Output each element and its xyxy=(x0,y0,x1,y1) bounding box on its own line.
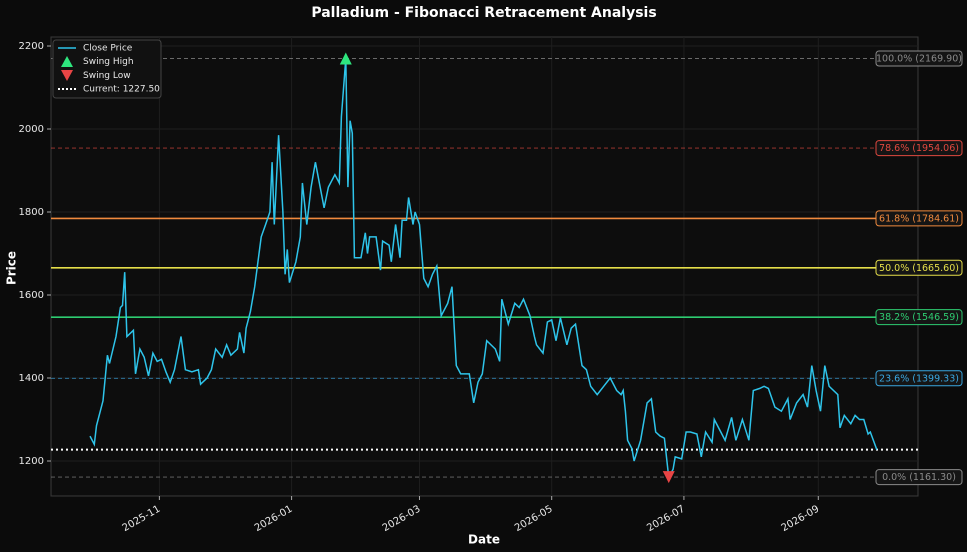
legend-label: Swing Low xyxy=(83,71,131,81)
swing-high-marker xyxy=(339,52,352,65)
chart-title: Palladium - Fibonacci Retracement Analys… xyxy=(311,5,656,21)
fib-level-label: 23.6% (1399.33) xyxy=(879,373,959,384)
fib-label-box xyxy=(875,210,963,227)
legend-swatch xyxy=(61,56,73,67)
fib-label-box xyxy=(875,469,963,486)
legend-label: Swing High xyxy=(83,57,134,67)
fib-level-label: 50.0% (1665.60) xyxy=(879,263,959,274)
fib-level-label: 38.2% (1546.59) xyxy=(879,312,959,323)
y-tick-label: 2000 xyxy=(19,124,44,135)
plot-area xyxy=(50,36,919,497)
y-tick-label: 1400 xyxy=(19,373,44,384)
y-tick-label: 1800 xyxy=(19,207,44,218)
legend-label: Current: 1227.50 xyxy=(83,85,160,95)
fib-label-box xyxy=(875,370,963,387)
price-line xyxy=(89,58,878,480)
fib-label-box xyxy=(875,50,963,67)
legend: Close Price Swing High Swing Low Current: 1… xyxy=(52,39,162,99)
legend-label: Close Price xyxy=(83,44,133,54)
legend-box xyxy=(52,39,162,99)
fib-level-label: 0.0% (1161.30) xyxy=(882,472,956,483)
fib-level-label: 61.8% (1784.61) xyxy=(879,213,959,224)
legend-swatch xyxy=(61,70,73,81)
fib-label-box xyxy=(875,140,963,157)
fib-label-box xyxy=(875,259,963,276)
y-axis-label: Price xyxy=(5,251,19,285)
x-axis-label: Date xyxy=(468,533,500,547)
y-tick-label: 2200 xyxy=(19,41,44,52)
fib-label-box xyxy=(875,309,963,326)
swing-low-marker xyxy=(662,471,675,484)
y-tick-label: 1600 xyxy=(19,290,44,301)
fib-level-label: 100.0% (2169.90) xyxy=(876,53,962,64)
fib-level-label: 78.6% (1954.06) xyxy=(879,143,959,154)
y-tick-label: 1200 xyxy=(19,456,44,467)
